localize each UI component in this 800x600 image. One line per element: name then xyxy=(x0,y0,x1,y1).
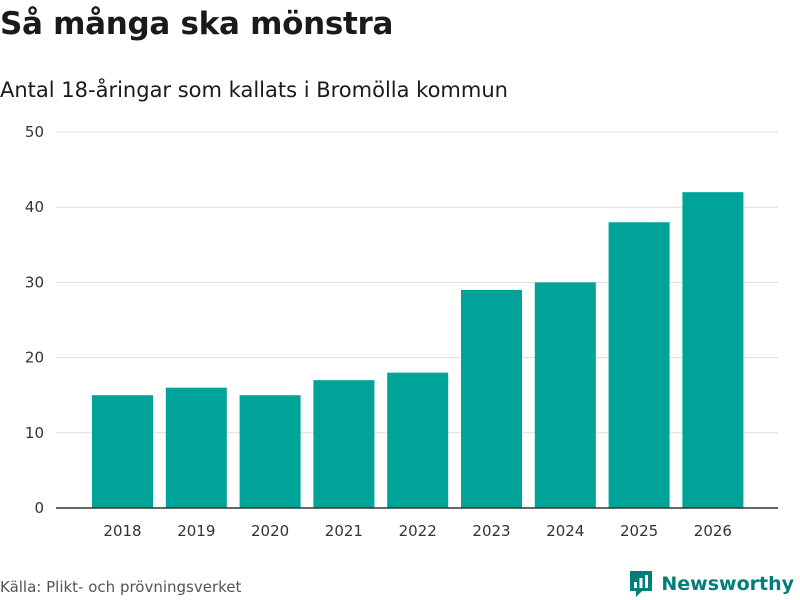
x-tick-label-2018: 2018 xyxy=(103,522,141,540)
x-tick-label-2025: 2025 xyxy=(620,522,658,540)
y-tick-label-0: 0 xyxy=(34,499,44,517)
chart-subtitle: Antal 18-åringar som kallats i Bromölla … xyxy=(0,78,508,102)
x-tick-label-2020: 2020 xyxy=(251,522,289,540)
x-tick-label-2019: 2019 xyxy=(177,522,215,540)
x-tick-label-2021: 2021 xyxy=(325,522,363,540)
chart-title: Så många ska mönstra xyxy=(0,6,394,42)
bar-2021 xyxy=(313,380,375,508)
bar-2025 xyxy=(608,222,670,508)
bar-2026 xyxy=(682,192,744,508)
y-tick-label-50: 50 xyxy=(25,123,44,141)
bar-2022 xyxy=(387,372,449,508)
x-tick-label-2022: 2022 xyxy=(399,522,437,540)
newsworthy-logo-icon xyxy=(630,571,653,597)
brand-name: Newsworthy xyxy=(661,573,794,595)
y-tick-label-10: 10 xyxy=(25,424,44,442)
bar-2020 xyxy=(239,395,301,508)
source-note: Källa: Plikt- och prövningsverket xyxy=(0,578,242,596)
bar-2024 xyxy=(534,282,596,508)
x-tick-label-2024: 2024 xyxy=(546,522,584,540)
y-tick-label-20: 20 xyxy=(25,349,44,367)
x-tick-label-2026: 2026 xyxy=(694,522,732,540)
x-tick-label-2023: 2023 xyxy=(472,522,510,540)
brand-logo[interactable]: Newsworthy xyxy=(628,569,794,599)
bar-2019 xyxy=(165,387,227,508)
y-tick-label-40: 40 xyxy=(25,198,44,216)
y-tick-label-30: 30 xyxy=(25,273,44,291)
bar-2018 xyxy=(92,395,153,508)
bar-chart: 0 10 20 30 40 50 2018 2019 2020 2021 2022 2023 2024 2… xyxy=(25,123,778,540)
bar-2023 xyxy=(461,289,522,508)
